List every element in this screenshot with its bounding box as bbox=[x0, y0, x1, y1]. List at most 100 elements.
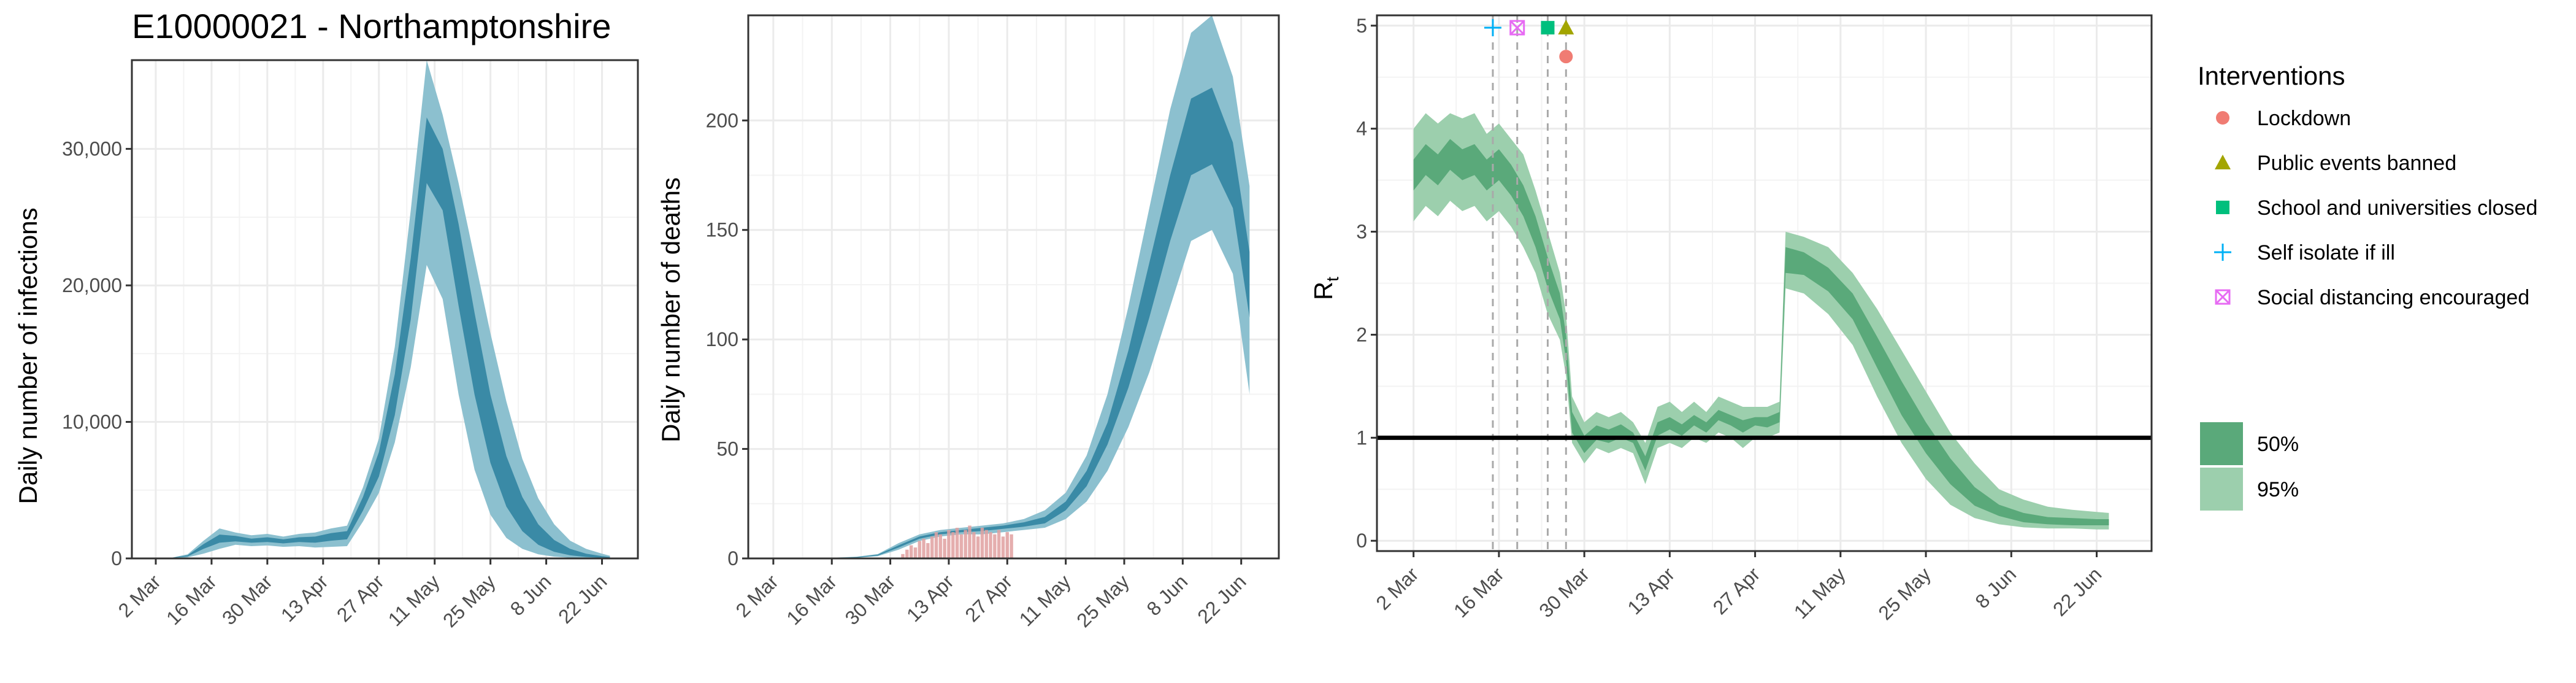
intervention-marker bbox=[1559, 50, 1573, 64]
panel-1-border bbox=[131, 59, 639, 560]
band-50pct-area bbox=[773, 87, 1250, 559]
x-tick-label: 22 Jun bbox=[2049, 563, 2106, 620]
observed-death-bar bbox=[922, 538, 926, 558]
observed-death-bar bbox=[926, 543, 930, 558]
panel-2-ylabel: Daily number of deaths bbox=[656, 177, 685, 442]
y-tick-label: 0 bbox=[1356, 530, 1367, 552]
y-tick-label: 20,000 bbox=[62, 274, 122, 296]
observed-death-bar bbox=[989, 532, 992, 558]
legend-item-label: Social distancing encouraged bbox=[2257, 286, 2529, 309]
legend-band-items: 50% 95% bbox=[2200, 422, 2299, 511]
legend-square-x-icon bbox=[2215, 289, 2231, 305]
x-tick-label: 2 Mar bbox=[1371, 563, 1423, 614]
legend-item-label: School and universities closed bbox=[2257, 196, 2537, 220]
y-tick-label: 4 bbox=[1356, 118, 1367, 140]
y-tick-label: 0 bbox=[727, 547, 738, 569]
observed-death-bar bbox=[934, 532, 938, 558]
observed-death-bar bbox=[964, 530, 967, 558]
observed-death-bar bbox=[976, 536, 980, 558]
y-tick-label: 50 bbox=[716, 438, 738, 460]
band-50pct-area bbox=[156, 117, 610, 558]
intervention-marker bbox=[1558, 20, 1574, 35]
observed-death-bar bbox=[905, 549, 909, 558]
legend-band-label: 50% bbox=[2257, 433, 2299, 456]
x-tick-label: 2 Mar bbox=[732, 570, 783, 622]
legend-triangle-icon bbox=[2215, 155, 2231, 169]
x-tick-label: 25 May bbox=[439, 570, 500, 631]
observed-death-bar bbox=[984, 530, 988, 558]
y-tick-label: 3 bbox=[1356, 221, 1367, 243]
observed-death-bar bbox=[1005, 532, 1010, 558]
y-tick-label: 30,000 bbox=[62, 138, 122, 160]
x-tick-label: 11 May bbox=[1790, 563, 1850, 623]
legend-band-swatch bbox=[2200, 422, 2243, 465]
legend-square-icon bbox=[2216, 201, 2229, 214]
observed-death-bar bbox=[909, 545, 913, 558]
legend-intervention-items: Lockdown Public events banned School and u… bbox=[2214, 107, 2537, 309]
panel-3-border bbox=[1376, 14, 2153, 552]
x-tick-label: 25 May bbox=[1874, 563, 1935, 624]
y-tick-label: 2 bbox=[1356, 323, 1367, 345]
x-tick-label: 13 Apr bbox=[902, 570, 958, 626]
x-tick-label: 13 Apr bbox=[277, 570, 332, 626]
observed-death-bar bbox=[913, 547, 918, 558]
x-tick-label: 27 Apr bbox=[332, 570, 388, 626]
y-tick-label: 5 bbox=[1356, 15, 1367, 37]
y-tick-label: 100 bbox=[706, 328, 738, 350]
legend-band-swatch bbox=[2200, 468, 2243, 511]
observed-death-bar bbox=[993, 534, 997, 558]
observed-death-bar bbox=[930, 536, 934, 558]
x-tick-label: 11 May bbox=[384, 570, 444, 630]
x-tick-label: 22 Jun bbox=[554, 570, 611, 627]
observed-death-bar bbox=[1001, 536, 1005, 558]
x-tick-label: 30 Mar bbox=[1535, 563, 1593, 622]
x-tick-label: 13 Apr bbox=[1623, 563, 1679, 619]
x-tick-label: 11 May bbox=[1015, 570, 1075, 630]
x-tick-label: 8 Jun bbox=[1971, 563, 2020, 612]
x-tick-label: 16 Mar bbox=[782, 570, 841, 629]
x-tick-label: 25 May bbox=[1072, 570, 1133, 631]
x-tick-label: 27 Apr bbox=[960, 570, 1016, 626]
legend-interventions-title: Interventions bbox=[2198, 61, 2345, 90]
intervention-marker bbox=[1541, 21, 1555, 35]
x-tick-label: 30 Mar bbox=[218, 570, 277, 629]
observed-death-bar bbox=[938, 534, 943, 558]
observed-death-bar bbox=[980, 528, 984, 558]
panel-1-title: E10000021 - Northamptonshire bbox=[132, 7, 611, 45]
panel-3-ylabel-sub: t bbox=[1323, 277, 1342, 282]
legend: Interventions Lockdown Public events bann… bbox=[2198, 61, 2537, 511]
x-tick-label: 16 Mar bbox=[1449, 563, 1508, 622]
panel-3-ylabel-main: R bbox=[1309, 282, 1338, 300]
observed-death-bar bbox=[951, 532, 955, 558]
x-tick-label: 8 Jun bbox=[1142, 570, 1192, 620]
x-tick-label: 16 Mar bbox=[162, 570, 221, 629]
legend-item-label: Self isolate if ill bbox=[2257, 241, 2395, 264]
observed-death-bar bbox=[1010, 534, 1013, 558]
observed-death-bar bbox=[997, 530, 1001, 558]
panel-3-ylabel: Rt bbox=[1309, 277, 1342, 300]
x-tick-label: 2 Mar bbox=[114, 570, 166, 622]
band-50pct-area bbox=[1413, 139, 2109, 525]
observed-death-bar bbox=[972, 532, 976, 558]
observed-death-bar bbox=[955, 528, 959, 558]
y-tick-label: 200 bbox=[706, 109, 738, 131]
intervention-marker bbox=[1509, 20, 1525, 36]
x-tick-label: 8 Jun bbox=[506, 570, 556, 620]
legend-item-label: Public events banned bbox=[2257, 152, 2456, 175]
observed-death-bar bbox=[943, 538, 946, 558]
observed-death-bar bbox=[918, 541, 921, 558]
x-tick-label: 30 Mar bbox=[841, 570, 900, 629]
y-tick-label: 150 bbox=[706, 219, 738, 241]
x-tick-label: 22 Jun bbox=[1193, 570, 1250, 627]
legend-plus-icon bbox=[2214, 244, 2231, 261]
legend-item-label: Lockdown bbox=[2257, 107, 2351, 130]
panel-2-border bbox=[747, 14, 1280, 560]
observed-death-bar bbox=[959, 534, 964, 558]
panel-1-background bbox=[132, 60, 638, 558]
x-tick-label: 27 Apr bbox=[1709, 563, 1765, 619]
band-95pct-area bbox=[1413, 113, 2109, 530]
y-tick-label: 1 bbox=[1356, 426, 1367, 449]
